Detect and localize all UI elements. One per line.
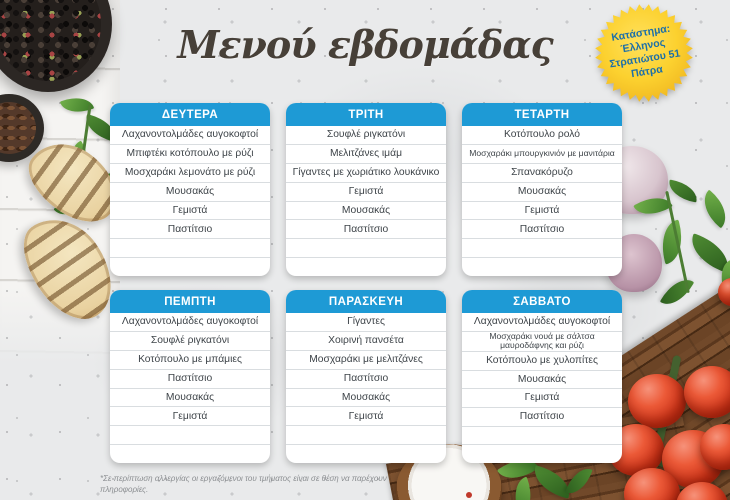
day-card-tuesday: ΤΡΙΤΗ Σουφλέ ριγκατόνι Μελιτζάνες ιμάμ Γ… bbox=[286, 103, 446, 276]
menu-item: Μελιτζάνες ιμάμ bbox=[286, 145, 446, 164]
menu-item: Μουσακάς bbox=[462, 183, 622, 202]
menu-item: Μοσχαράκι μπουργκινιόν με μανιτάρια bbox=[462, 145, 622, 164]
menu-item: Γεμιστά bbox=[110, 202, 270, 221]
menu-item: Λαχανοντολμάδες αυγοκοφτοί bbox=[110, 126, 270, 145]
day-card-thursday: ΠΕΜΠΤΗ Λαχανοντολμάδες αυγοκοφτοί Σουφλέ… bbox=[110, 290, 270, 463]
menu-row-empty bbox=[110, 258, 270, 276]
menu-item: Παστίτσιο bbox=[462, 220, 622, 240]
menu-item: Μπιφτέκι κοτόπουλο με ρύζι bbox=[110, 145, 270, 164]
menu-row-empty bbox=[286, 239, 446, 259]
day-header: ΠΕΜΠΤΗ bbox=[110, 290, 270, 313]
menu-row-empty bbox=[110, 426, 270, 446]
menu-item: Γίγαντες με χωριάτικο λουκάνικο bbox=[286, 164, 446, 183]
day-header: ΤΡΙΤΗ bbox=[286, 103, 446, 126]
menu-item: Χοιρινή πανσέτα bbox=[286, 332, 446, 351]
starburst-icon bbox=[595, 4, 693, 102]
day-card-friday: ΠΑΡΑΣΚΕΥΗ Γίγαντες Χοιρινή πανσέτα Μοσχα… bbox=[286, 290, 446, 463]
day-header: ΔΕΥΤΕΡΑ bbox=[110, 103, 270, 126]
menu-item: Γεμιστά bbox=[462, 389, 622, 408]
menu-item: Μοσχαράκι με μελιτζάνες bbox=[286, 351, 446, 370]
day-menu: Κοτόπουλο ρολό Μοσχαράκι μπουργκινιόν με… bbox=[462, 126, 622, 276]
menu-row-empty bbox=[462, 239, 622, 259]
menu-item: Παστίτσιο bbox=[286, 220, 446, 240]
menu-item: Παστίτσιο bbox=[286, 370, 446, 389]
menu-item: Γίγαντες bbox=[286, 313, 446, 332]
page-title: Μενού εβδομάδας bbox=[177, 22, 553, 67]
tomato-photo bbox=[676, 482, 728, 500]
tomato-photo bbox=[718, 278, 730, 306]
day-card-monday: ΔΕΥΤΕΡΑ Λαχανοντολμάδες αυγοκοφτοί Μπιφτ… bbox=[110, 103, 270, 276]
day-card-wednesday: ΤΕΤΑΡΤΗ Κοτόπουλο ρολό Μοσχαράκι μπουργκ… bbox=[462, 103, 622, 276]
menu-item: Κοτόπουλο με χυλοπίτες bbox=[462, 352, 622, 371]
menu-item: Μουσακάς bbox=[286, 389, 446, 408]
menu-item: Μοσχαράκι νουά με σάλτσα μαυροδάφνης και… bbox=[462, 331, 622, 352]
menu-item: Μουσακάς bbox=[110, 389, 270, 408]
menu-item: Γεμιστά bbox=[286, 407, 446, 427]
tomato-photo bbox=[628, 374, 686, 428]
day-header: ΠΑΡΑΣΚΕΥΗ bbox=[286, 290, 446, 313]
peppercorn-bowl-photo bbox=[0, 0, 112, 92]
day-menu: Λαχανοντολμάδες αυγοκοφτοί Σουφλέ ριγκατ… bbox=[110, 313, 270, 463]
day-menu: Σουφλέ ριγκατόνι Μελιτζάνες ιμάμ Γίγαντε… bbox=[286, 126, 446, 276]
menu-item: Σουφλέ ριγκατόνι bbox=[110, 332, 270, 351]
day-menu: Γίγαντες Χοιρινή πανσέτα Μοσχαράκι με με… bbox=[286, 313, 446, 463]
menu-item: Κοτόπουλο ρολό bbox=[462, 126, 622, 145]
menu-item: Γεμιστά bbox=[462, 202, 622, 221]
menu-row-empty bbox=[462, 445, 622, 463]
menu-row-empty bbox=[286, 258, 446, 276]
menu-item: Μουσακάς bbox=[110, 183, 270, 202]
menu-item: Κοτόπουλο με μπάμιες bbox=[110, 351, 270, 370]
menu-row-empty bbox=[462, 258, 622, 276]
menu-item: Σπανακόρυζο bbox=[462, 164, 622, 183]
menu-item: Παστίτσιο bbox=[110, 370, 270, 389]
menu-item: Γεμιστά bbox=[110, 407, 270, 427]
menu-item: Παστίτσιο bbox=[462, 408, 622, 427]
day-header: ΣΑΒΒΑΤΟ bbox=[462, 290, 622, 313]
tomato-photo bbox=[684, 366, 730, 418]
menu-row-empty bbox=[286, 426, 446, 446]
day-card-saturday: ΣΑΒΒΑΤΟ Λαχανοντολμάδες αυγοκοφτοί Μοσχα… bbox=[462, 290, 622, 463]
day-menu: Λαχανοντολμάδες αυγοκοφτοί Μπιφτέκι κοτό… bbox=[110, 126, 270, 276]
menu-row-empty bbox=[286, 445, 446, 463]
day-menu: Λαχανοντολμάδες αυγοκοφτοί Μοσχαράκι νου… bbox=[462, 313, 622, 463]
menu-item: Παστίτσιο bbox=[110, 220, 270, 240]
menu-grid: ΔΕΥΤΕΡΑ Λαχανοντολμάδες αυγοκοφτοί Μπιφτ… bbox=[110, 103, 622, 463]
menu-row-empty bbox=[462, 427, 622, 446]
allergy-footnote: *Σε περίπτωση αλλεργίας οι εργαζόμενοι τ… bbox=[100, 474, 387, 494]
store-badge-text: Κατάστημα: Έλληνος Στρατιώτου 51 Πάτρα bbox=[584, 0, 704, 110]
menu-item: Γεμιστά bbox=[286, 183, 446, 202]
menu-row-empty bbox=[110, 445, 270, 463]
menu-item: Μοσχαράκι λεμονάτο με ρύζι bbox=[110, 164, 270, 183]
menu-item: Λαχανοντολμάδες αυγοκοφτοί bbox=[110, 313, 270, 332]
day-header: ΤΕΤΑΡΤΗ bbox=[462, 103, 622, 126]
menu-item: Λαχανοντολμάδες αυγοκοφτοί bbox=[462, 313, 622, 332]
menu-item: Σουφλέ ριγκατόνι bbox=[286, 126, 446, 145]
menu-item: Μουσακάς bbox=[286, 202, 446, 221]
store-badge: Κατάστημα: Έλληνος Στρατιώτου 51 Πάτρα bbox=[591, 4, 697, 102]
menu-row-empty bbox=[110, 239, 270, 259]
menu-item: Μουσακάς bbox=[462, 371, 622, 390]
